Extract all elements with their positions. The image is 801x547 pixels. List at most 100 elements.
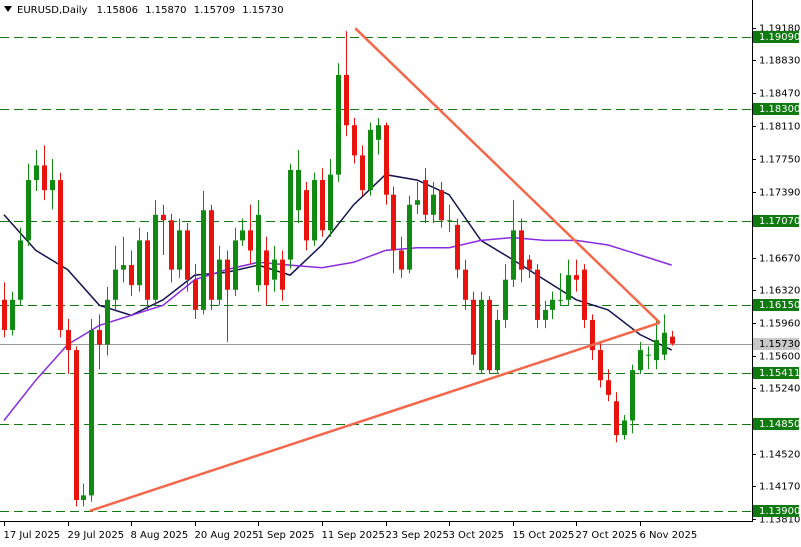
- candle-body: [590, 319, 595, 351]
- candle-body: [511, 230, 516, 280]
- level-label: 1.18300: [759, 104, 800, 115]
- level-box: [753, 418, 799, 430]
- candle-body: [18, 240, 23, 300]
- candle-body: [368, 129, 373, 191]
- level-label: 1.14850: [759, 419, 800, 430]
- candle-body: [320, 180, 325, 231]
- y-tick-label: 1.18470: [759, 89, 800, 100]
- y-tick-label: 1.16670: [759, 254, 800, 265]
- y-tick-label: 1.15240: [759, 384, 800, 395]
- candle-body: [535, 269, 540, 320]
- candle-body: [2, 299, 7, 330]
- y-tick-label: 1.17390: [759, 188, 800, 199]
- candle-body: [272, 259, 277, 280]
- candle-body: [630, 370, 635, 421]
- candle-body: [113, 269, 118, 300]
- candle-body: [193, 279, 198, 310]
- x-tick-label: 11 Sep 2025: [322, 530, 385, 541]
- level-box: [753, 31, 799, 43]
- candle-body: [97, 329, 102, 345]
- current-price-label: 1.15730: [759, 339, 800, 350]
- candle-body: [312, 180, 317, 241]
- candle-body: [638, 350, 643, 371]
- candle-body: [558, 299, 563, 301]
- candle-body: [153, 214, 158, 300]
- candle-body: [74, 350, 79, 500]
- symbol: EURUSD,Daily: [17, 5, 88, 16]
- y-tick-label: 1.16320: [759, 286, 800, 297]
- menu-arrow[interactable]: [4, 6, 12, 12]
- candle-body: [50, 180, 55, 191]
- candle-body: [399, 250, 404, 270]
- y-tick-label: 1.14520: [759, 450, 800, 461]
- candle-body: [89, 329, 94, 496]
- candle-body: [463, 269, 468, 300]
- candle-body: [248, 230, 253, 251]
- candle-body: [566, 275, 571, 300]
- candle-body: [495, 319, 500, 371]
- candle-body: [471, 299, 476, 355]
- quote-close: 1.15730: [242, 5, 283, 16]
- candle-body: [217, 259, 222, 300]
- candle-body: [487, 299, 492, 371]
- candle-body: [121, 265, 126, 270]
- y-tick-label: 1.18830: [759, 56, 800, 67]
- candle-body: [264, 250, 269, 286]
- candle-body: [66, 329, 71, 351]
- candle-body: [431, 194, 436, 215]
- candle-body: [574, 275, 579, 280]
- trendline: [89, 321, 661, 513]
- candle-body: [455, 224, 460, 270]
- candle-body: [352, 125, 357, 156]
- candle-body: [105, 299, 110, 345]
- candle-body: [209, 210, 214, 300]
- candle-body: [26, 180, 31, 241]
- level-label: 1.13900: [759, 506, 800, 517]
- candle-body: [598, 350, 603, 381]
- x-tick-label: 6 Nov 2025: [640, 530, 698, 541]
- candle-body: [407, 204, 412, 270]
- candle-body: [646, 354, 651, 356]
- quote-open: 1.15806: [97, 5, 138, 16]
- candle-body: [304, 190, 309, 241]
- candle-body: [336, 74, 341, 175]
- candle-body: [543, 309, 548, 320]
- candle-body: [582, 269, 587, 320]
- moving-average: [3, 236, 672, 421]
- candle-body: [145, 240, 150, 300]
- candle-body: [527, 259, 532, 270]
- candle-body: [360, 155, 365, 191]
- y-tick-label: 1.17750: [759, 155, 800, 166]
- candle-body: [201, 210, 206, 310]
- candle-body: [296, 170, 301, 211]
- x-tick-label: 3 Oct 2025: [449, 530, 504, 541]
- candle-body: [344, 74, 349, 126]
- candle-body: [503, 279, 508, 320]
- candle-body: [415, 200, 420, 205]
- x-tick-label: 1 Sep 2025: [258, 530, 315, 541]
- trendline: [354, 27, 661, 324]
- level-box: [753, 103, 799, 115]
- candle-body: [606, 380, 611, 395]
- level-label: 1.17070: [759, 216, 800, 227]
- candle-body: [137, 240, 142, 286]
- candle-body: [280, 259, 285, 290]
- candle-body: [185, 230, 190, 280]
- candle-body: [439, 190, 444, 221]
- candle-body: [129, 265, 134, 286]
- candle-body: [384, 125, 389, 195]
- candle-body: [654, 340, 659, 361]
- candle-body: [662, 332, 667, 355]
- y-tick-label: 1.19180: [759, 24, 800, 35]
- candle-body: [256, 214, 261, 286]
- level-box: [753, 215, 799, 227]
- candle-body: [288, 170, 293, 260]
- candle-body: [423, 180, 428, 215]
- y-tick-label: 1.15960: [759, 319, 800, 330]
- candle-body: [519, 230, 524, 270]
- candle-body: [42, 165, 47, 191]
- x-tick-label: 15 Oct 2025: [513, 530, 575, 541]
